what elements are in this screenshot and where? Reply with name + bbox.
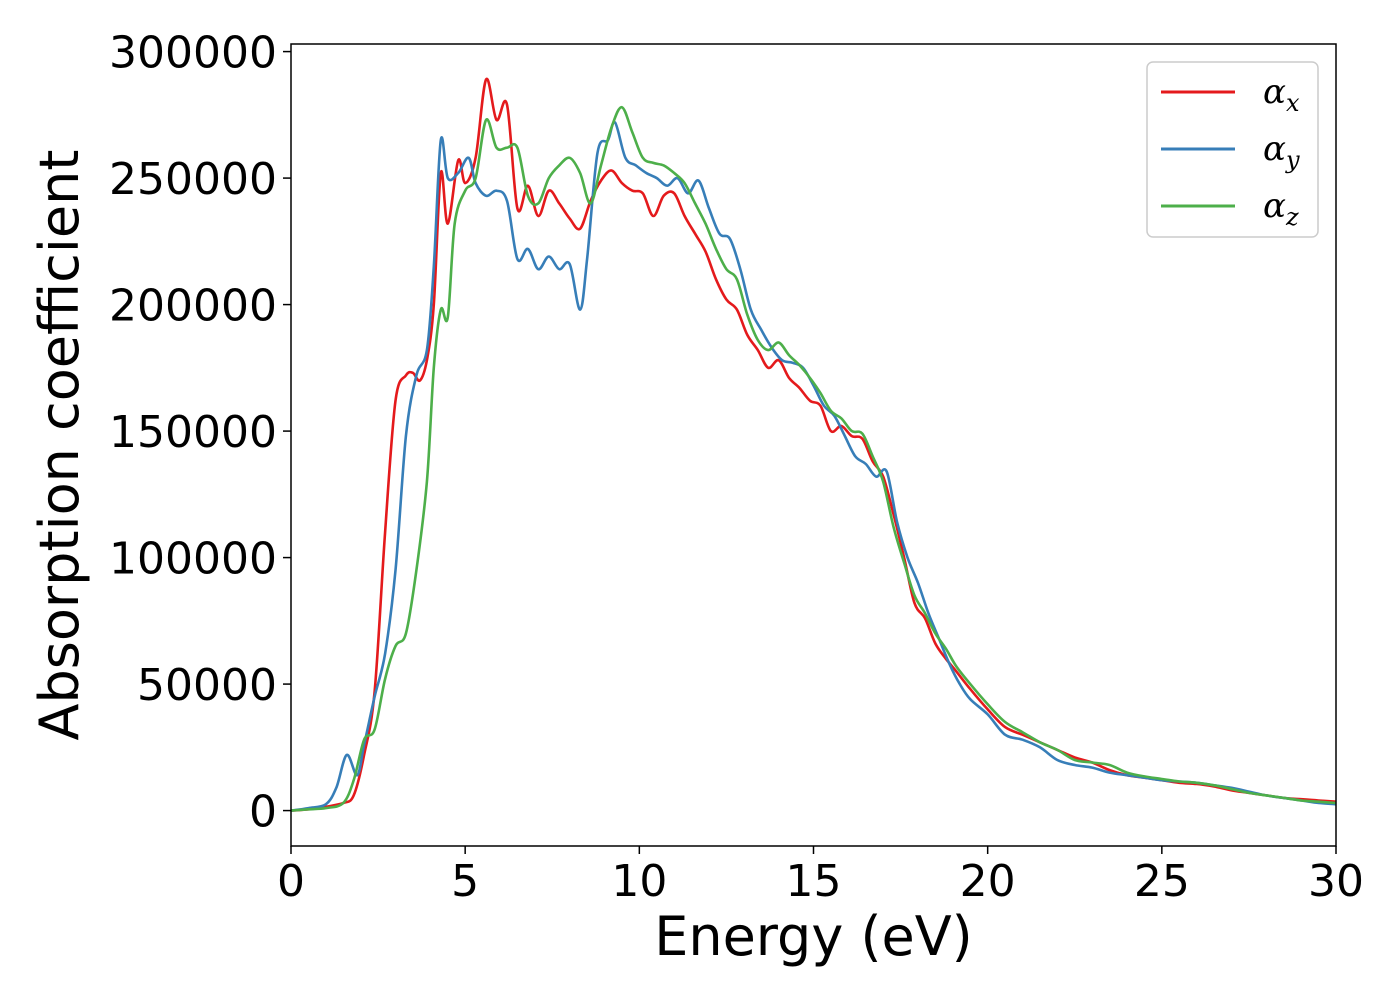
legend-label-y: αy [1263, 129, 1300, 174]
y-tick-label: 0 [249, 787, 277, 838]
legend-label-x: αx [1263, 72, 1300, 117]
series-line-z [291, 105, 1336, 812]
series-lines [291, 77, 1336, 812]
y-tick-label: 300000 [109, 28, 277, 79]
x-tick-label: 10 [611, 856, 667, 907]
axis-ticks: 0 5 10 15 20 25 30 0 50000 100000 150000 200000 2500… [109, 28, 1364, 907]
x-tick-label: 30 [1308, 856, 1364, 907]
y-tick-label: 100000 [109, 534, 277, 585]
x-tick-label: 20 [960, 856, 1016, 907]
x-tick-label: 5 [451, 856, 479, 907]
legend: αx αy αz [1146, 61, 1319, 238]
x-axis-title: Energy (eV) [654, 905, 973, 968]
y-tick-label: 50000 [137, 660, 277, 711]
x-tick-label: 0 [277, 856, 305, 907]
y-axis-title: Absorption coefficient [28, 150, 91, 741]
y-tick-label: 250000 [109, 154, 277, 205]
x-tick-label: 15 [786, 856, 842, 907]
series-line-y [291, 120, 1336, 812]
series-line-x [291, 77, 1336, 812]
legend-label-z: αz [1263, 186, 1299, 231]
x-tick-label: 25 [1134, 856, 1190, 907]
y-tick-label: 200000 [109, 281, 277, 332]
y-tick-label: 150000 [109, 407, 277, 458]
